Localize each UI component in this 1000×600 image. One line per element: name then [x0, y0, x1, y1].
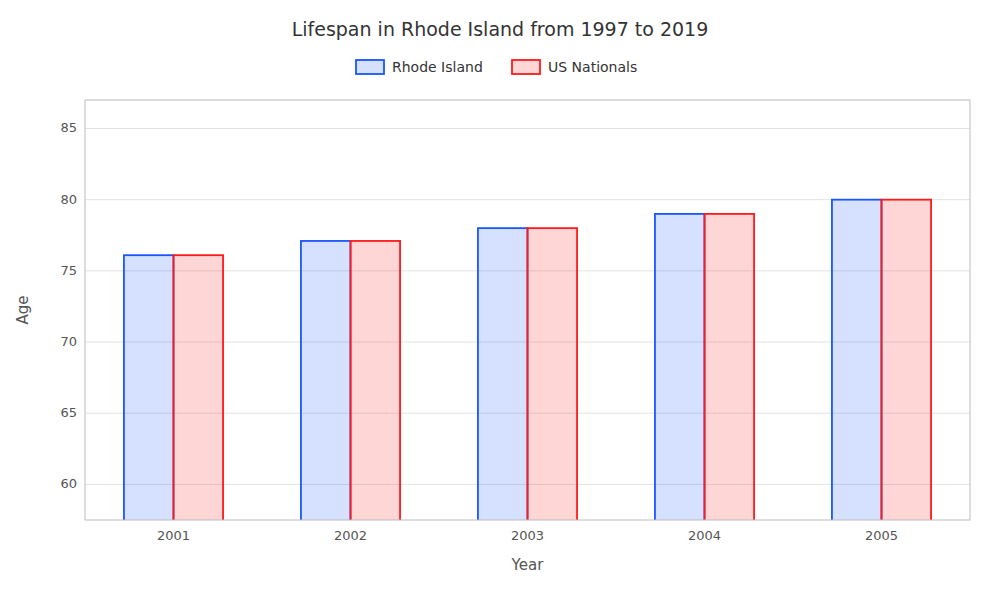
legend-swatch: [356, 60, 384, 74]
y-tick-label: 75: [60, 263, 77, 278]
x-tick-label: 2003: [511, 528, 544, 543]
chart: 60 65 70 75 80 85 2001 2002 2003 2004 2005 Year Age L…: [0, 0, 1000, 600]
grid-line: [85, 128, 970, 129]
bar: [832, 200, 882, 520]
bar: [174, 255, 224, 520]
bar: [301, 241, 351, 520]
x-tick-label: 2002: [334, 528, 367, 543]
x-axis-label: Year: [511, 556, 545, 574]
title: Lifespan in Rhode Island from 1997 to 20…: [292, 18, 709, 40]
plot-frame: [85, 100, 970, 520]
legend-label: US Nationals: [548, 59, 637, 75]
x-tick-label: 2005: [865, 528, 898, 543]
y-tick-label: 80: [60, 192, 77, 207]
bar: [478, 228, 528, 520]
legend-label: Rhode Island: [392, 59, 483, 75]
x-tick-label: 2004: [688, 528, 721, 543]
bar: [705, 214, 755, 520]
bar: [882, 200, 932, 520]
x-tick-label: 2001: [157, 528, 190, 543]
bar: [655, 214, 705, 520]
bars: [124, 200, 931, 520]
legend-swatch: [512, 60, 540, 74]
y-tick-label: 60: [60, 476, 77, 491]
y-tick-label: 85: [60, 120, 77, 135]
y-tick-label: 70: [60, 334, 77, 349]
bar: [528, 228, 578, 520]
chart-container: 60 65 70 75 80 85 2001 2002 2003 2004 2005 Year Age L…: [0, 0, 1000, 600]
bar: [351, 241, 401, 520]
y-tick-label: 65: [60, 405, 77, 420]
y-axis-label: Age: [14, 295, 32, 324]
legend: Rhode Island US Nationals: [356, 59, 637, 75]
bar: [124, 255, 174, 520]
